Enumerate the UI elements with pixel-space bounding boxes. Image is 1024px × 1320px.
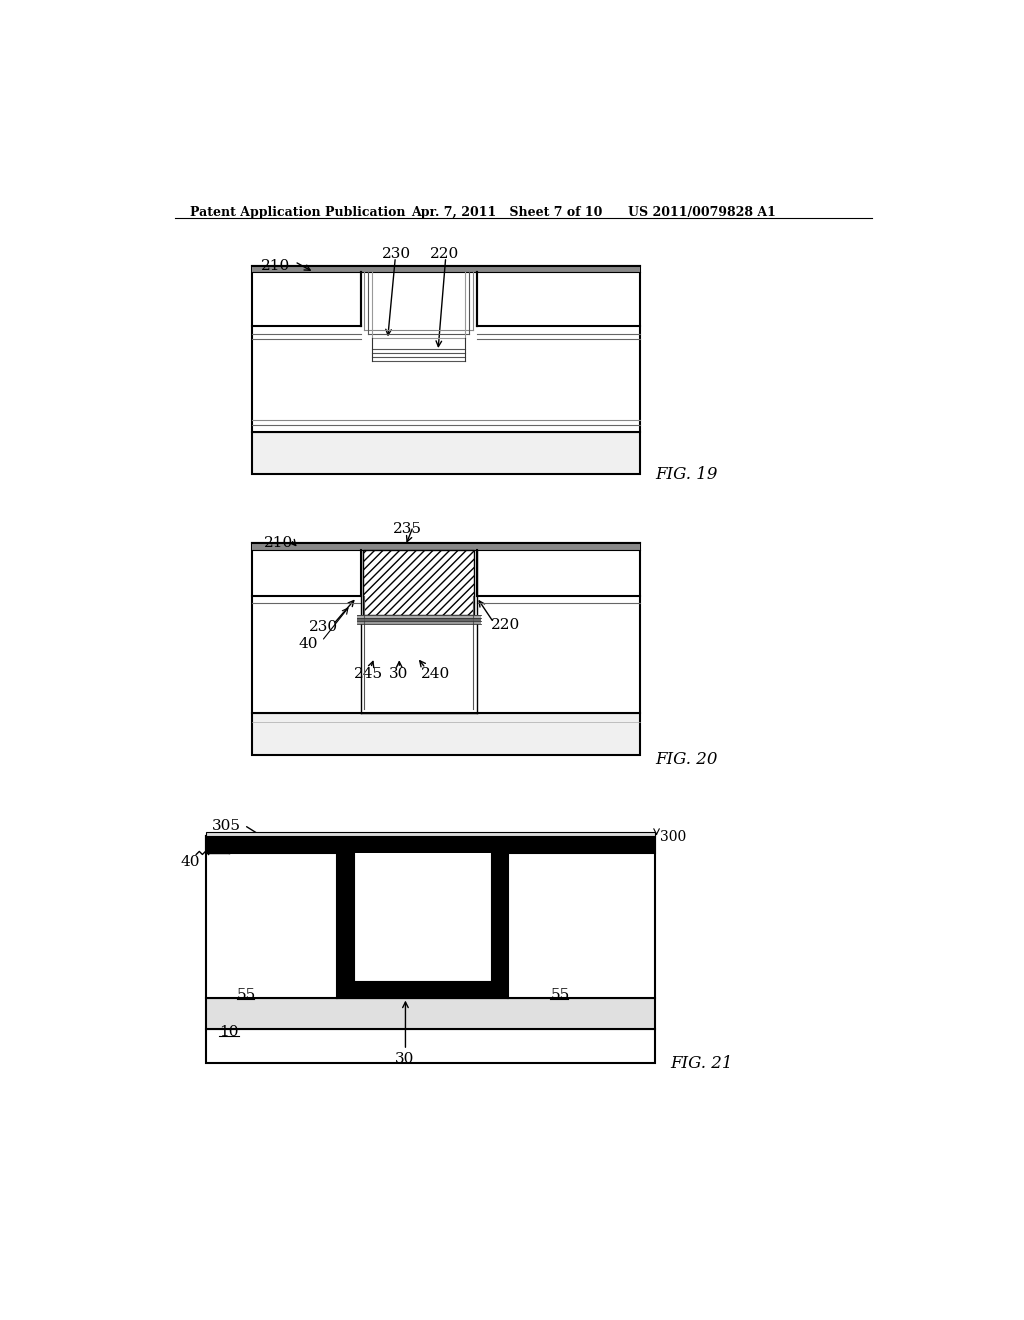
Text: 210: 210 bbox=[261, 259, 291, 272]
Text: 55: 55 bbox=[550, 989, 569, 1002]
Text: 305: 305 bbox=[212, 818, 241, 833]
Text: 210: 210 bbox=[263, 536, 293, 549]
Bar bbox=[356, 622, 480, 624]
Bar bbox=[206, 1028, 655, 1063]
Bar bbox=[206, 836, 655, 853]
Text: 240: 240 bbox=[421, 667, 451, 681]
Bar bbox=[356, 615, 480, 618]
Bar bbox=[206, 832, 655, 836]
Bar bbox=[252, 267, 640, 432]
Text: 230: 230 bbox=[382, 247, 412, 261]
Text: FIG. 19: FIG. 19 bbox=[655, 466, 718, 483]
Text: 30: 30 bbox=[388, 667, 408, 681]
Text: 30: 30 bbox=[394, 1052, 414, 1065]
Bar bbox=[337, 853, 354, 998]
Bar bbox=[354, 853, 490, 981]
Text: 40: 40 bbox=[180, 855, 201, 870]
Bar bbox=[252, 544, 640, 549]
Bar bbox=[356, 618, 480, 622]
Text: 55: 55 bbox=[237, 989, 256, 1002]
Bar bbox=[337, 981, 508, 998]
Bar bbox=[252, 713, 640, 755]
Bar bbox=[362, 549, 474, 615]
Text: FIG. 21: FIG. 21 bbox=[671, 1056, 733, 1072]
Text: FIG. 20: FIG. 20 bbox=[655, 751, 718, 768]
Bar bbox=[252, 267, 640, 272]
Bar bbox=[252, 544, 640, 713]
Text: 300: 300 bbox=[659, 830, 686, 843]
Text: Patent Application Publication: Patent Application Publication bbox=[190, 206, 406, 219]
Bar bbox=[252, 432, 640, 474]
Bar bbox=[206, 998, 655, 1028]
Text: 10: 10 bbox=[219, 1024, 239, 1039]
Text: 235: 235 bbox=[393, 521, 422, 536]
Text: Apr. 7, 2011   Sheet 7 of 10: Apr. 7, 2011 Sheet 7 of 10 bbox=[411, 206, 602, 219]
Text: US 2011/0079828 A1: US 2011/0079828 A1 bbox=[628, 206, 776, 219]
Text: 220: 220 bbox=[490, 618, 520, 632]
Bar bbox=[206, 836, 655, 998]
Text: 230: 230 bbox=[308, 620, 338, 635]
Text: 245: 245 bbox=[354, 667, 383, 681]
Text: 40: 40 bbox=[299, 638, 318, 651]
Bar bbox=[490, 853, 508, 998]
Text: 220: 220 bbox=[430, 247, 460, 261]
